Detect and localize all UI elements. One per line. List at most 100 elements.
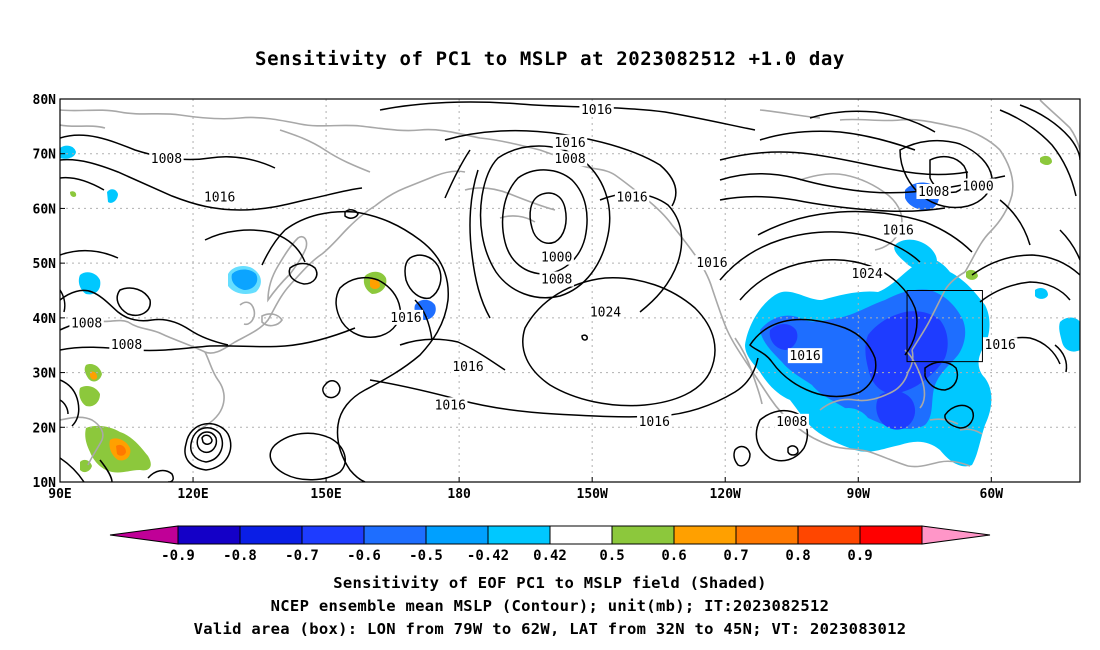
lon-tick-label: 150W [577,487,608,502]
contour-label: 1016 [579,102,613,118]
colorbar-low-extend [110,526,178,544]
colorbar-swatch [240,526,302,544]
contour-label-text: 1016 [616,190,647,205]
contour-label: 1024 [850,266,884,282]
colorbar-swatch [302,526,364,544]
lat-tick-label: 20N [33,421,57,436]
contour-label: 1008 [149,151,183,167]
lat-tick-label: 70N [33,148,57,163]
contour-label-text: 1016 [452,360,483,375]
colorbar-label: 0.6 [661,548,686,564]
contour-label-text: 1008 [111,338,142,353]
shade-negative [107,189,118,203]
colorbar-label: 0.7 [723,548,748,564]
contour-label-text: 1000 [541,251,572,266]
colorbar-swatch [488,526,550,544]
contour-label: 1008 [916,184,950,200]
lon-tick-label: 60W [980,487,1004,502]
contour-label-text: 1016 [883,223,914,238]
lon-tick-label: 180 [447,487,471,502]
lat-tick-label: 30N [33,367,57,382]
contour-label: 1016 [637,414,671,430]
shade-negative [1059,318,1080,352]
contour-label: 1016 [553,135,587,151]
contour-label-text: 1016 [435,398,466,413]
shade-negative [1035,288,1048,299]
contour-label-text: 1008 [151,152,182,167]
colorbar-swatch [612,526,674,544]
colorbar-swatch [426,526,488,544]
contour-label-text: 1016 [985,338,1016,353]
colorbar-label: -0.42 [467,548,509,564]
contour-label: 1008 [775,414,809,430]
shade-positive [70,191,76,197]
shade-negative [894,240,937,270]
contour-label: 1016 [389,310,423,326]
lat-tick-label: 60N [33,202,57,217]
lon-tick-label: 90E [48,487,71,502]
contour-label-text: 1016 [789,349,820,364]
contour-label-text: 1016 [554,136,585,151]
contour-label: 1000 [539,250,573,266]
contour-label: 1016 [983,337,1017,353]
contour-label-text: 1016 [390,311,421,326]
contour-label: 1016 [615,189,649,205]
lat-tick-label: 40N [33,312,57,327]
colorbar-swatch [798,526,860,544]
colorbar-label: -0.5 [409,548,443,564]
colorbar-swatch [550,526,612,544]
contour-label: 1008 [539,272,573,288]
contour-label-text: 1016 [639,415,670,430]
colorbar-label: 0.9 [847,548,872,564]
caption-valid-area: Valid area (box): LON from 79W to 62W, L… [0,620,1100,638]
contour-label: 1008 [553,151,587,167]
lon-tick-label: 90W [847,487,871,502]
shade-negative [60,146,76,159]
colorbar-high-extend [922,526,990,544]
lat-tick-label: 50N [33,257,57,272]
contour-label-text: 1016 [696,256,727,271]
colorbar: -0.9 -0.8 -0.7 -0.6 -0.5 -0.42 0.42 0.5 0.6 0.7 0.… [110,526,990,564]
colorbar-swatch [860,526,922,544]
colorbar-swatch [364,526,426,544]
contour-label: 1016 [695,255,729,271]
caption-shaded: Sensitivity of EOF PC1 to MSLP field (Sh… [0,574,1100,592]
colorbar-label: 0.8 [785,548,810,564]
colorbar-label: -0.7 [285,548,319,564]
lon-tick-label: 120E [177,487,208,502]
colorbar-label: -0.6 [347,548,381,564]
contour-label: 1016 [451,359,485,375]
contour-label-text: 1016 [204,190,235,205]
contour-label: 1016 [433,397,467,413]
contour-label: 1016 [788,348,822,364]
shade-negative [228,266,261,294]
colorbar-label: -0.8 [223,548,257,564]
contour-label: 1016 [202,189,236,205]
contour-label-text: 1008 [776,415,807,430]
lon-tick-label: 150E [310,487,341,502]
contour-label-text: 1000 [962,180,993,195]
contour-label: 1000 [961,179,995,195]
contour-label: 1016 [881,222,915,238]
colorbar-label: -0.9 [161,548,195,564]
contour-label: 1024 [588,304,622,320]
map-figure: 10161016100810081016 1016 1008 100010161000… [0,0,1100,650]
contour-label-text: 1024 [851,267,882,282]
shade-positive [1040,156,1052,165]
colorbar-label: 0.5 [599,548,624,564]
colorbar-swatch [674,526,736,544]
lon-tick-label: 120W [710,487,741,502]
shade-positive [79,386,100,406]
caption-contour: NCEP ensemble mean MSLP (Contour); unit(… [0,597,1100,615]
contour-label-text: 1008 [918,185,949,200]
contour-label-text: 1008 [71,316,102,331]
contour-label-text: 1008 [541,273,572,288]
colorbar-label: 0.42 [533,548,567,564]
lat-tick-label: 80N [33,93,57,108]
contour-label-text: 1008 [554,152,585,167]
colorbar-swatch [736,526,798,544]
contour-label: 1008 [69,315,103,331]
contour-label: 1008 [109,337,143,353]
contour-label-text: 1016 [581,103,612,118]
colorbar-swatch [178,526,240,544]
